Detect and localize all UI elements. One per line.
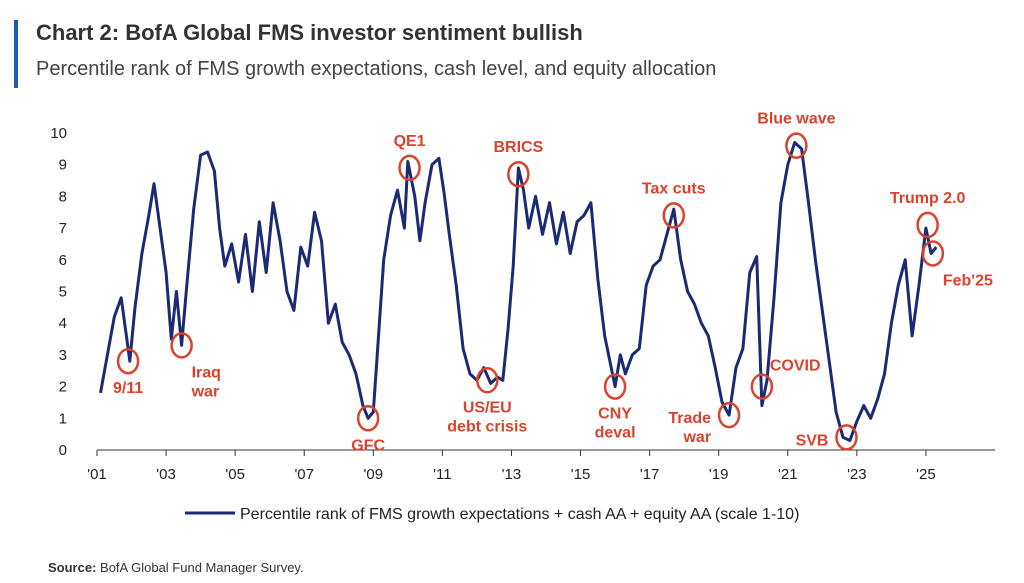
x-tick-label: '21 bbox=[778, 466, 798, 483]
annotation-circle bbox=[116, 347, 140, 375]
annotation-circle bbox=[476, 367, 499, 394]
x-tick-label: '23 bbox=[847, 466, 867, 483]
legend: Percentile rank of FMS growth expectatio… bbox=[185, 506, 799, 523]
y-tick-label: 9 bbox=[59, 157, 67, 174]
annotation-label: COVID bbox=[770, 358, 821, 375]
y-tick-label: 0 bbox=[59, 442, 67, 459]
y-tick-label: 6 bbox=[59, 252, 67, 269]
annotation-label: Blue wave bbox=[757, 111, 835, 128]
annotation-label: US/EU debt crisis bbox=[447, 399, 527, 435]
annotation-circle bbox=[603, 373, 627, 400]
series-layer bbox=[99, 141, 938, 442]
y-tick-label: 4 bbox=[59, 315, 67, 332]
y-tick-label: 3 bbox=[59, 347, 67, 364]
x-tick-label: '03 bbox=[156, 466, 176, 483]
y-tick-label: 1 bbox=[59, 410, 67, 427]
annotation-label: Iraq war bbox=[191, 364, 221, 400]
annotation-label: CNY deval bbox=[595, 406, 636, 442]
annotation-circle bbox=[785, 132, 808, 159]
annotation-label: Trump 2.0 bbox=[890, 190, 966, 207]
y-tick-label: 5 bbox=[59, 284, 67, 301]
annotation-circle bbox=[835, 424, 858, 451]
annotation-circle bbox=[356, 405, 380, 432]
annotation-circle bbox=[921, 240, 945, 267]
annotation-label: Tax cuts bbox=[642, 180, 706, 197]
x-tick-label: '25 bbox=[916, 466, 936, 483]
y-tick-label: 10 bbox=[50, 125, 67, 142]
chart-subtitle: Percentile rank of FMS growth expectatio… bbox=[36, 58, 717, 80]
annotation-circle bbox=[507, 160, 530, 188]
annotation-circle bbox=[717, 401, 741, 429]
y-tick-label: 2 bbox=[59, 379, 67, 396]
annotation-label: QE1 bbox=[394, 133, 426, 150]
source-label: Source: bbox=[48, 560, 97, 575]
chart-title: Chart 2: BofA Global FMS investor sentim… bbox=[36, 20, 583, 45]
x-tick-label: '01 bbox=[87, 466, 107, 483]
annotation-circle bbox=[750, 373, 774, 400]
legend-label: Percentile rank of FMS growth expectatio… bbox=[240, 506, 799, 523]
x-tick-label: '17 bbox=[640, 466, 660, 483]
y-tick-label: 8 bbox=[59, 188, 67, 205]
x-tick-label: '13 bbox=[502, 466, 522, 483]
title-accent-bar bbox=[14, 20, 18, 88]
x-tick-label: '19 bbox=[709, 466, 729, 483]
y-tick-label: 7 bbox=[59, 220, 67, 237]
annotation-label: Trade war bbox=[668, 410, 711, 446]
annotation-label: GFC bbox=[351, 437, 385, 454]
source-note: Source: BofA Global Fund Manager Survey. bbox=[48, 560, 304, 575]
annotation-layer: 9/11 Iraq war GFC QE1 US/EU debt crisis BRICS CN… bbox=[113, 111, 993, 455]
source-text: BofA Global Fund Manager Survey. bbox=[100, 560, 304, 575]
annotation-label: BRICS bbox=[493, 139, 543, 156]
x-tick-label: '11 bbox=[433, 466, 451, 483]
annotation-label: Feb'25 bbox=[943, 272, 993, 289]
annotation-label: SVB bbox=[796, 432, 829, 449]
x-tick-label: '09 bbox=[364, 466, 384, 483]
x-tick-label: '05 bbox=[225, 466, 245, 483]
annotation-circle bbox=[398, 154, 421, 182]
series-line bbox=[99, 141, 938, 442]
axes: 0 1 2 3 4 5 6 7 8 9 10 '01 '03 '05 '07 '09 '11 '13 '15 '17 '… bbox=[50, 125, 995, 483]
annotation-label: 9/11 bbox=[113, 380, 143, 397]
annotation-circle bbox=[170, 332, 193, 359]
x-tick-label: '07 bbox=[294, 466, 314, 483]
annotation-circle bbox=[916, 211, 939, 239]
annotation-circle bbox=[662, 202, 686, 229]
x-tick-label: '15 bbox=[571, 466, 591, 483]
